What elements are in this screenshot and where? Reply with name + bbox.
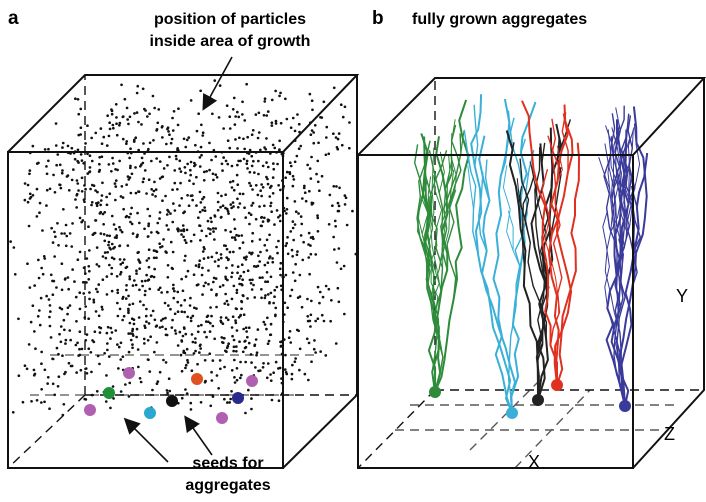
seed — [619, 400, 631, 412]
branch — [416, 148, 431, 289]
seed — [166, 395, 178, 407]
branch — [521, 100, 558, 385]
branch — [534, 147, 550, 377]
branch — [556, 142, 580, 386]
branch — [620, 113, 641, 269]
branch — [549, 118, 563, 346]
seed — [232, 392, 244, 404]
seed — [216, 412, 228, 424]
branch — [537, 123, 562, 401]
branch — [521, 172, 536, 267]
branch — [478, 172, 488, 252]
branch — [443, 133, 453, 209]
branch — [449, 189, 457, 209]
branch — [438, 151, 445, 194]
branch — [536, 127, 554, 401]
branch — [440, 162, 452, 268]
box-a — [7, 74, 360, 469]
panel-label: a — [8, 8, 19, 29]
box-b-front — [357, 77, 706, 469]
particle-cloud — [9, 79, 358, 417]
branch — [611, 127, 621, 169]
seed — [246, 375, 258, 387]
annotation: position of particles — [154, 11, 306, 28]
branch — [470, 94, 513, 414]
seed — [144, 407, 156, 419]
branch — [502, 165, 521, 267]
branch — [618, 106, 648, 407]
axis-label: X — [528, 452, 540, 472]
branch — [541, 169, 553, 235]
seed — [506, 407, 518, 419]
seeds — [84, 367, 631, 424]
branch — [438, 198, 452, 271]
branch — [421, 216, 428, 234]
axis-label: Y — [676, 286, 688, 306]
branch — [427, 136, 449, 393]
branch — [614, 105, 627, 376]
annotation: inside area of growth — [150, 33, 311, 50]
particles — [9, 79, 358, 417]
seed — [84, 404, 96, 416]
aggregates — [414, 94, 649, 414]
seed — [123, 367, 135, 379]
branch — [467, 165, 474, 210]
branch — [463, 129, 479, 256]
branch — [518, 185, 523, 201]
branch — [420, 133, 440, 393]
seed — [532, 394, 544, 406]
seed — [551, 379, 563, 391]
branch — [446, 124, 462, 300]
box-b — [357, 78, 705, 469]
axis-label: Z — [664, 424, 675, 444]
arrows — [123, 56, 233, 463]
annotation: seeds for — [192, 455, 263, 472]
branch — [430, 147, 442, 292]
branch — [604, 119, 622, 334]
branch — [631, 129, 634, 149]
branch — [602, 210, 615, 330]
branch — [607, 129, 622, 233]
branch — [414, 144, 428, 267]
seed — [103, 387, 115, 399]
seed — [429, 386, 441, 398]
branch — [507, 210, 514, 251]
panel-label: b — [372, 8, 384, 29]
seed — [191, 373, 203, 385]
panel-title: fully grown aggregates — [412, 11, 587, 28]
branch — [605, 119, 627, 407]
branch — [612, 129, 622, 291]
branch — [620, 152, 649, 407]
annotation: aggregates — [185, 477, 270, 494]
